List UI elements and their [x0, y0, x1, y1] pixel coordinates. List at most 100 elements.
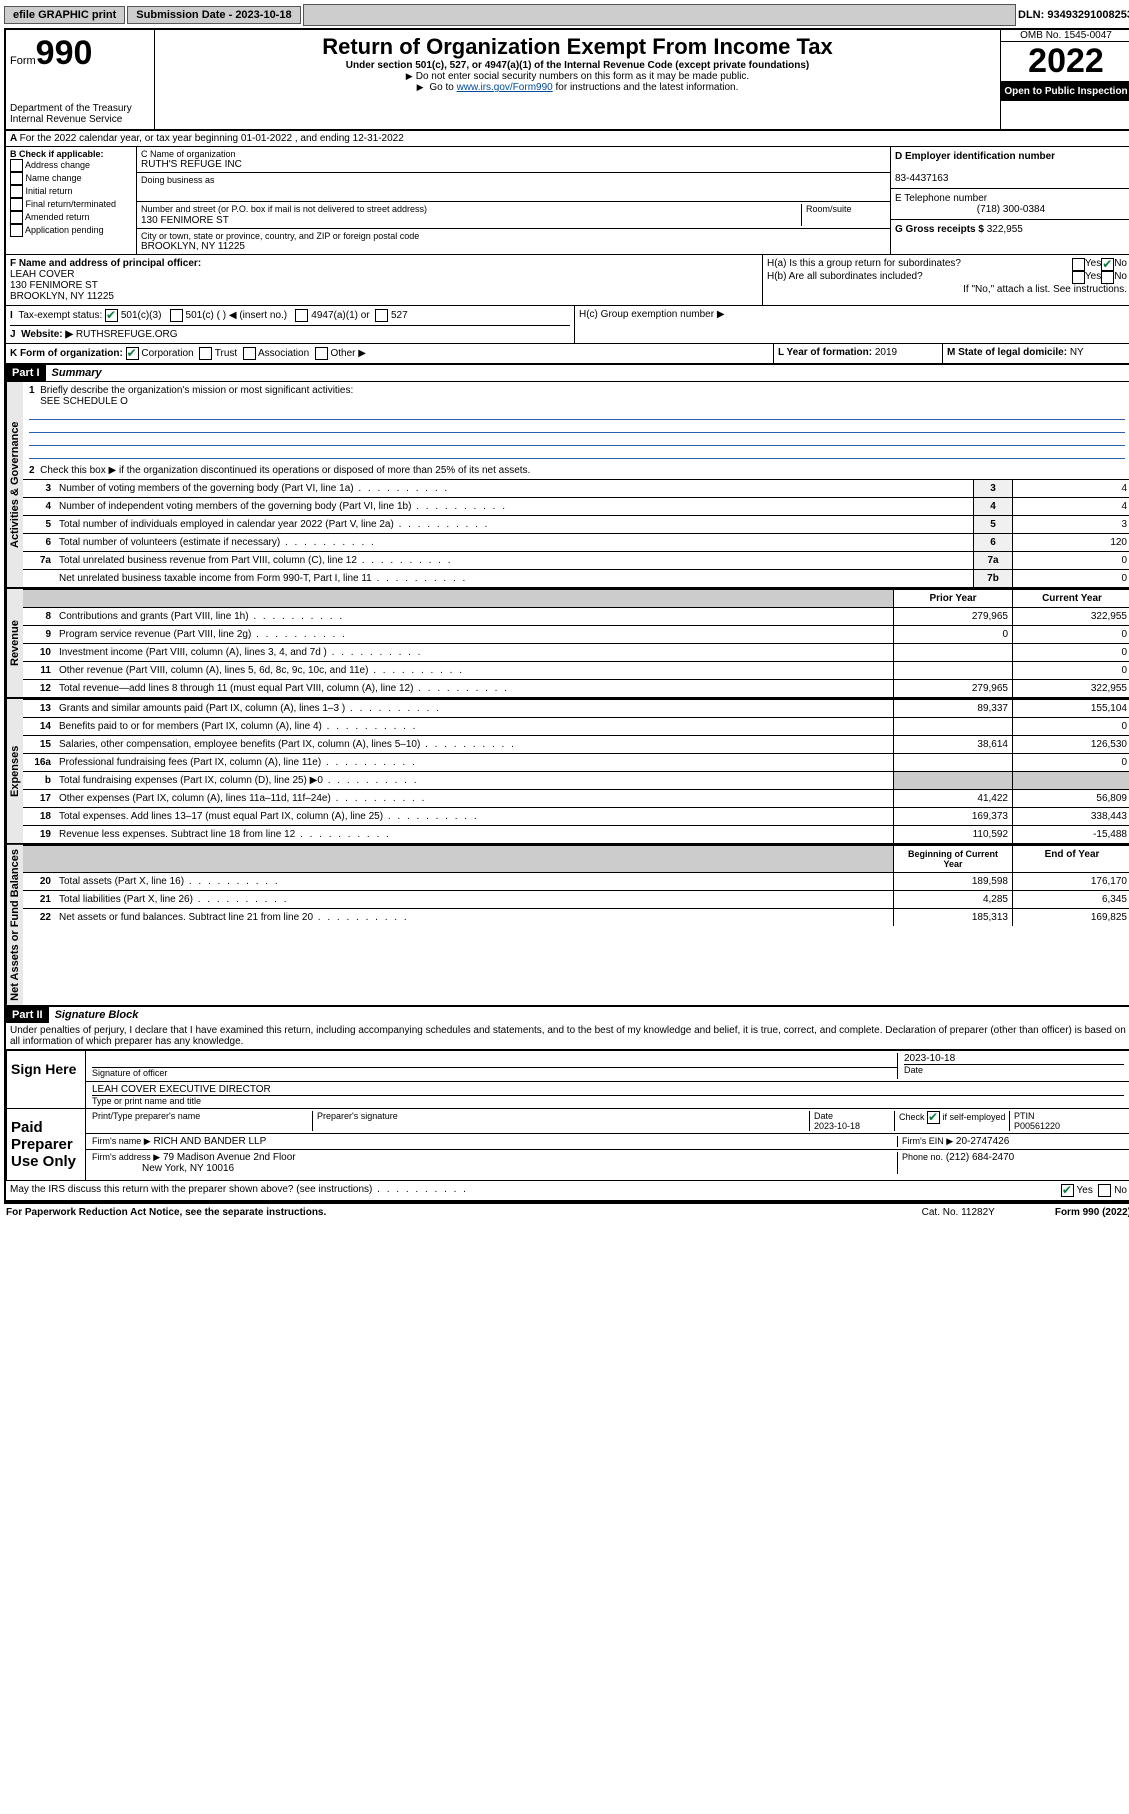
cb-initial[interactable]: Initial return	[10, 185, 132, 198]
sig-date-label: Date	[904, 1064, 1124, 1075]
expenses-section: Expenses 13Grants and similar amounts pa…	[6, 697, 1129, 843]
h-note: If "No," attach a list. See instructions…	[767, 284, 1127, 295]
tax-year: 2022	[1001, 41, 1129, 82]
website-value: RUTHSREFUGE.ORG	[76, 329, 178, 340]
box-b-title: B Check if applicable:	[10, 149, 104, 159]
side-netassets: Net Assets or Fund Balances	[6, 845, 23, 1005]
row-a-text: For the 2022 calendar year, or tax year …	[20, 133, 404, 144]
part-1-header: Part ISummary	[6, 365, 1129, 381]
line1-label: Briefly describe the organization's miss…	[40, 385, 353, 396]
submission-date-button[interactable]: Submission Date - 2023-10-18	[127, 6, 300, 24]
box-g: G Gross receipts $ 322,955	[891, 220, 1129, 239]
note-ssn: Do not enter social security numbers on …	[159, 71, 996, 82]
side-expenses: Expenses	[6, 699, 23, 843]
line2-label: Check this box ▶ if the organization dis…	[40, 465, 530, 476]
governance-section: Activities & Governance 1 Briefly descri…	[6, 381, 1129, 587]
org-city: BROOKLYN, NY 11225	[141, 241, 886, 252]
box-c: C Name of organization RUTH'S REFUGE INC…	[137, 147, 890, 254]
sign-here-block: Sign Here Signature of officer 2023-10-1…	[6, 1049, 1129, 1109]
form-number: Form990	[10, 34, 150, 73]
form-no: 990	[36, 34, 93, 72]
addr-label: Number and street (or P.O. box if mail i…	[141, 204, 427, 214]
cb-pending[interactable]: Application pending	[10, 224, 132, 237]
revenue-table: Prior YearCurrent Year 8Contributions an…	[23, 589, 1129, 697]
cb-name[interactable]: Name change	[10, 172, 132, 185]
room-label: Room/suite	[801, 204, 886, 226]
officer-name-title: LEAH COVER EXECUTIVE DIRECTOR	[92, 1084, 1124, 1095]
row-i-j-hc: I Tax-exempt status: 501(c)(3) 501(c) ( …	[6, 306, 1129, 344]
section-b-c-d: B Check if applicable: Address change Na…	[6, 147, 1129, 255]
city-label: City or town, state or province, country…	[141, 231, 886, 241]
irs-link[interactable]: www.irs.gov/Form990	[457, 82, 553, 93]
box-b: B Check if applicable: Address change Na…	[6, 147, 137, 254]
header-left: Form990 Department of the Treasury Inter…	[6, 30, 155, 129]
phone-value: (718) 300-0384	[895, 204, 1127, 215]
org-address: 130 FENIMORE ST	[141, 215, 229, 226]
sign-here-label: Sign Here	[7, 1051, 86, 1108]
open-inspection: Open to Public Inspection	[1001, 82, 1129, 101]
cb-address[interactable]: Address change	[10, 159, 132, 172]
box-e: E Telephone number (718) 300-0384	[891, 189, 1129, 220]
box-h: H(a) Is this a group return for subordin…	[763, 255, 1129, 305]
pra-notice: For Paperwork Reduction Act Notice, see …	[6, 1207, 326, 1218]
org-name-label: C Name of organization	[141, 149, 886, 159]
gross-label: G Gross receipts $	[895, 224, 984, 235]
side-governance: Activities & Governance	[6, 382, 23, 587]
form-subtitle: Under section 501(c), 527, or 4947(a)(1)…	[159, 60, 996, 71]
ein-label: D Employer identification number	[895, 151, 1055, 162]
paid-preparer-block: Paid Preparer Use Only Print/Type prepar…	[6, 1109, 1129, 1181]
sig-date-value: 2023-10-18	[904, 1053, 955, 1064]
dba-label: Doing business as	[141, 175, 886, 185]
cb-amended[interactable]: Amended return	[10, 211, 132, 224]
officer-name: LEAH COVER	[10, 269, 74, 280]
cb-final[interactable]: Final return/terminated	[10, 198, 132, 211]
row-k-l-m: K Form of organization: Corporation Trus…	[6, 344, 1129, 365]
netassets-table: Beginning of Current YearEnd of Year 20T…	[23, 845, 1129, 926]
revenue-section: Revenue Prior YearCurrent Year 8Contribu…	[6, 587, 1129, 697]
tax-status-label: Tax-exempt status:	[18, 310, 102, 321]
website-label: Website: ▶	[21, 329, 73, 340]
netassets-section: Net Assets or Fund Balances Beginning of…	[6, 843, 1129, 1005]
header-mid: Return of Organization Exempt From Incom…	[155, 30, 1000, 129]
row-a-tax-year: A For the 2022 calendar year, or tax yea…	[6, 131, 1129, 147]
dln-label: DLN: 93493291008253	[1018, 9, 1129, 21]
org-name: RUTH'S REFUGE INC	[141, 159, 886, 170]
firm-name: RICH AND BANDER LLP	[153, 1136, 266, 1147]
line1-value: SEE SCHEDULE O	[40, 396, 128, 407]
footer: For Paperwork Reduction Act Notice, see …	[4, 1204, 1129, 1221]
cat-no: Cat. No. 11282Y	[922, 1207, 995, 1218]
discuss-label: May the IRS discuss this return with the…	[6, 1181, 1057, 1200]
phone-label: E Telephone number	[895, 193, 987, 204]
type-name-label: Type or print name and title	[92, 1095, 1124, 1106]
top-toolbar: efile GRAPHIC print Submission Date - 20…	[4, 4, 1129, 26]
expenses-table: 13Grants and similar amounts paid (Part …	[23, 699, 1129, 843]
domicile-label: M State of legal domicile:	[947, 347, 1067, 358]
preparer-name-label: Print/Type preparer's name	[92, 1111, 313, 1131]
efile-button[interactable]: efile GRAPHIC print	[4, 6, 125, 24]
h-a: H(a) Is this a group return for subordin…	[767, 258, 1072, 271]
dept-label: Department of the Treasury Internal Reve…	[10, 103, 150, 125]
officer-addr2: BROOKLYN, NY 11225	[10, 291, 114, 302]
box-d-e-g: D Employer identification number 83-4437…	[890, 147, 1129, 254]
note-pre: Go to	[429, 82, 456, 93]
row-f-h: F Name and address of principal officer:…	[6, 255, 1129, 306]
part-2-header: Part IISignature Block	[6, 1005, 1129, 1023]
form-org-label: K Form of organization:	[10, 348, 123, 359]
side-revenue: Revenue	[6, 589, 23, 697]
declaration-text: Under penalties of perjury, I declare th…	[6, 1023, 1129, 1049]
h-b: H(b) Are all subordinates included?	[767, 271, 1072, 284]
ein-value: 83-4437163	[895, 173, 948, 184]
governance-table: 3Number of voting members of the governi…	[23, 479, 1129, 587]
officer-label: F Name and address of principal officer:	[10, 258, 201, 269]
box-f: F Name and address of principal officer:…	[6, 255, 763, 305]
year-form-label: L Year of formation:	[778, 347, 872, 358]
discuss-row: May the IRS discuss this return with the…	[6, 1181, 1129, 1202]
sig-officer-label: Signature of officer	[92, 1068, 167, 1078]
note-link: Go to www.irs.gov/Form990 for instructio…	[159, 82, 996, 93]
omb-label: OMB No. 1545-0047	[1001, 30, 1129, 41]
box-d: D Employer identification number 83-4437…	[891, 147, 1129, 189]
note-post: for instructions and the latest informat…	[553, 82, 739, 93]
toolbar-spacer	[303, 4, 1016, 26]
form-container: Form990 Department of the Treasury Inter…	[4, 28, 1129, 1204]
paid-preparer-label: Paid Preparer Use Only	[7, 1109, 86, 1180]
